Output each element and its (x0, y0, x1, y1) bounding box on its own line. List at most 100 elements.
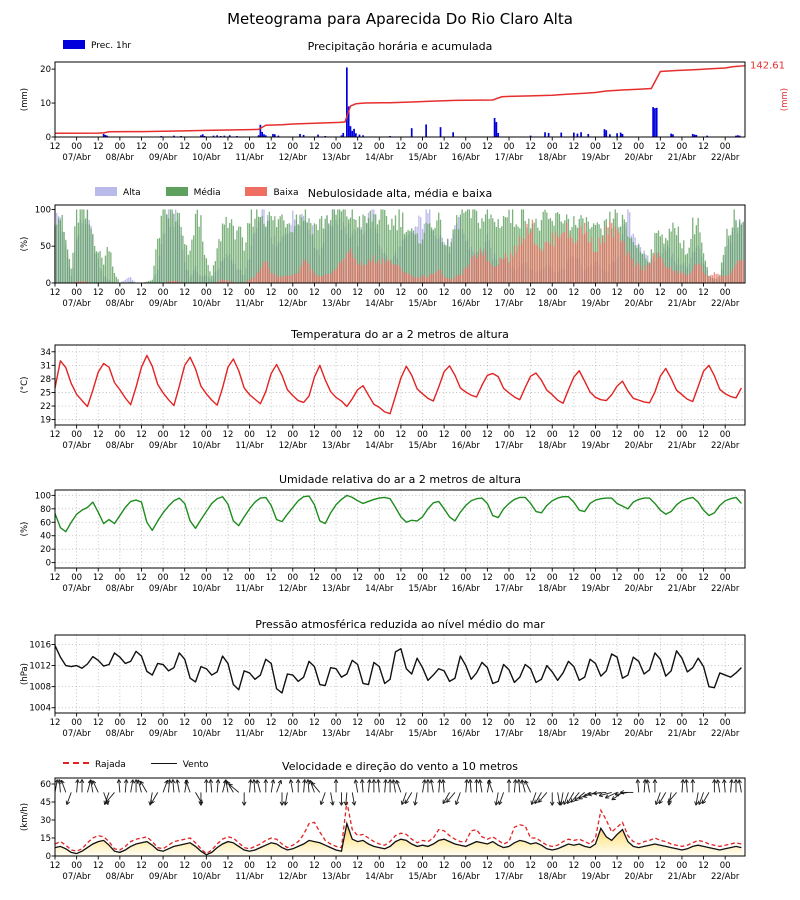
legend-precipitation: Prec. 1hr (63, 40, 153, 51)
cloud-bar-baixa (475, 258, 478, 283)
x-tick-label: 12 (482, 142, 493, 152)
right-axis-label: (mm) (780, 88, 790, 111)
precip-bar (106, 135, 109, 137)
cloud-bar-média (92, 233, 94, 283)
cloud-bar-média (207, 264, 209, 283)
precip-bar (324, 135, 327, 137)
x-tick-label: 00 (244, 861, 255, 871)
date-label: 19/Abr (581, 729, 610, 739)
cloud-bar-baixa (589, 242, 591, 283)
cloud-bar-média (625, 222, 627, 283)
wind-direction-arrow (599, 791, 612, 797)
wind-arrow-head (667, 798, 670, 803)
precip-bar (576, 133, 579, 137)
x-tick-label: 00 (590, 288, 601, 298)
wind-arrow-head (516, 779, 520, 784)
wind-arrow-head (637, 779, 641, 784)
cloud-bar-média (63, 231, 65, 283)
wind-arrow-head (75, 779, 79, 784)
cloud-bar-média (483, 221, 485, 283)
x-tick-label: 12 (698, 142, 709, 152)
x-tick-label: 00 (287, 861, 298, 871)
cloud-bar-baixa (720, 275, 723, 283)
wind-arrow-head (136, 779, 139, 784)
x-tick-label: 00 (244, 288, 255, 298)
wind-arrow-head (320, 801, 325, 805)
cloud-bar-média (448, 246, 451, 283)
panel-border-relative-humidity (54, 489, 746, 569)
media-swatch (165, 187, 188, 196)
x-tick-label: 00 (677, 430, 688, 440)
y-axis-label-relative-humidity: (%) (20, 522, 30, 537)
cloud-bar-baixa (504, 253, 507, 283)
wind-direction-arrow (495, 792, 499, 806)
cloud-bar-média (735, 219, 737, 283)
wind-arrow-head (250, 779, 253, 784)
wind-arrow-head (498, 800, 500, 805)
cloud-bar-média (463, 212, 465, 283)
wind-direction-arrow (361, 779, 364, 793)
date-label: 10/Abr (192, 584, 221, 594)
panel-border-cloudiness (54, 204, 746, 284)
wind-arrow-head (367, 779, 370, 784)
cloud-bar-baixa (470, 258, 472, 283)
y-tick-label: 10 (40, 99, 51, 109)
precip-bar (706, 135, 709, 137)
cloud-bar-baixa (531, 219, 534, 283)
cloud-bar-baixa (373, 254, 375, 283)
precip-bar (738, 135, 741, 137)
cloud-bar-baixa (564, 232, 566, 283)
cloud-bar-baixa (558, 237, 561, 283)
cloud-bar-baixa (333, 269, 335, 283)
x-tick-label: 00 (590, 573, 601, 583)
cloud-bar-baixa (499, 257, 501, 283)
date-label: 22/Abr (711, 729, 740, 739)
wind-arrow-head (421, 779, 426, 784)
cloud-bar-média (338, 209, 341, 283)
cloud-bar-baixa (722, 275, 725, 283)
cloud-bar-média (738, 220, 741, 283)
cloud-bar-média (160, 215, 162, 283)
precip-bar (236, 135, 238, 137)
cloud-bar-baixa (310, 269, 312, 283)
cloud-bar-média (457, 229, 460, 283)
wind-arrow-head (583, 796, 588, 798)
x-tick-label: 12 (50, 573, 61, 583)
cloud-bar-baixa (699, 263, 701, 283)
cloud-bar-baixa (245, 281, 247, 283)
cloud-bar-baixa (603, 242, 606, 283)
wind-direction-arrow (216, 779, 219, 793)
cloud-bar-média (216, 248, 218, 283)
wind-arrow-head (118, 779, 122, 784)
wind-arrow-head (396, 779, 400, 784)
wind-direction-arrow (446, 792, 456, 803)
wind-arrow-head (184, 780, 187, 785)
cloud-bar-média (171, 209, 173, 283)
cloud-bar-média (497, 219, 499, 283)
cloud-bar-média (384, 209, 386, 283)
wind-arrow-head (130, 779, 134, 784)
x-tick-label: 12 (266, 430, 277, 440)
wind-direction-arrow (76, 779, 79, 793)
date-label: 09/Abr (149, 441, 178, 451)
wind-direction-arrow (563, 792, 569, 805)
date-label: 21/Abr (668, 441, 697, 451)
wind-arrow-head (425, 779, 429, 784)
precip-bar (529, 135, 532, 137)
wind-direction-arrow (58, 779, 61, 793)
precip-bar (655, 107, 658, 137)
cloud-bar-média (348, 219, 350, 283)
cloud-bar-média (393, 225, 395, 283)
wind-arrow-head (717, 779, 721, 784)
x-tick-label: 00 (504, 430, 515, 440)
x-tick-label: 00 (504, 142, 515, 152)
cloud-bar-média (540, 220, 543, 283)
wind-arrow-head (524, 780, 529, 784)
wind-direction-arrow (401, 792, 407, 805)
wind-arrow-head (277, 779, 282, 784)
x-tick-label: 12 (179, 573, 190, 583)
cloud-bar-média (272, 220, 274, 283)
wind-direction-arrow (384, 779, 387, 793)
wind-direction-arrow (570, 792, 580, 803)
wind-arrow-head (698, 801, 703, 805)
